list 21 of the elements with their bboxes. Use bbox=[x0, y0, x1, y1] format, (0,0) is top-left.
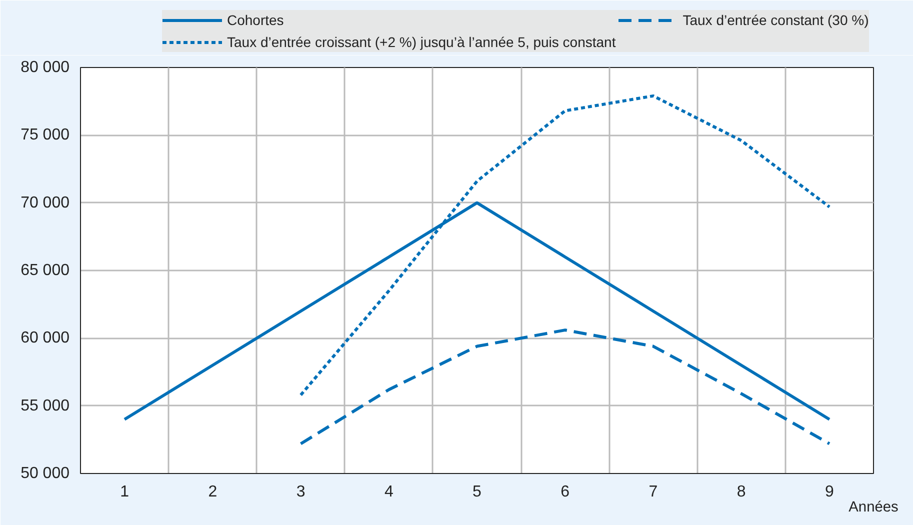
line-series bbox=[299, 328, 831, 446]
x-tick-label: 8 bbox=[736, 484, 746, 500]
y-tick-label: 80 000 bbox=[20, 59, 70, 76]
y-tick-label: 50 000 bbox=[20, 465, 70, 482]
x-tick-label: 1 bbox=[120, 484, 130, 500]
y-tick-label: 60 000 bbox=[20, 330, 70, 347]
y-tick-label: 55 000 bbox=[20, 397, 70, 414]
y-tick-label: 65 000 bbox=[20, 262, 70, 279]
x-axis-title: Années bbox=[848, 500, 898, 516]
x-tick-label: 3 bbox=[296, 484, 306, 500]
x-tick-label: 4 bbox=[384, 484, 394, 500]
x-tick-label: 9 bbox=[824, 484, 834, 500]
y-tick-label: 70 000 bbox=[20, 194, 70, 212]
legend-label: Taux d’entrée constant (30 %) bbox=[682, 12, 869, 28]
x-tick-label: 2 bbox=[208, 484, 218, 500]
x-tick-label: 6 bbox=[560, 484, 570, 500]
x-tick-label: 7 bbox=[648, 484, 658, 500]
y-tick-label: 75 000 bbox=[20, 126, 70, 144]
legend-label: Cohortes bbox=[227, 12, 284, 28]
x-tick-label: 5 bbox=[472, 484, 482, 500]
legend-label: Taux d’entrée croissant (+2 %) jusqu’à l’année 5, puis constant bbox=[227, 34, 616, 50]
